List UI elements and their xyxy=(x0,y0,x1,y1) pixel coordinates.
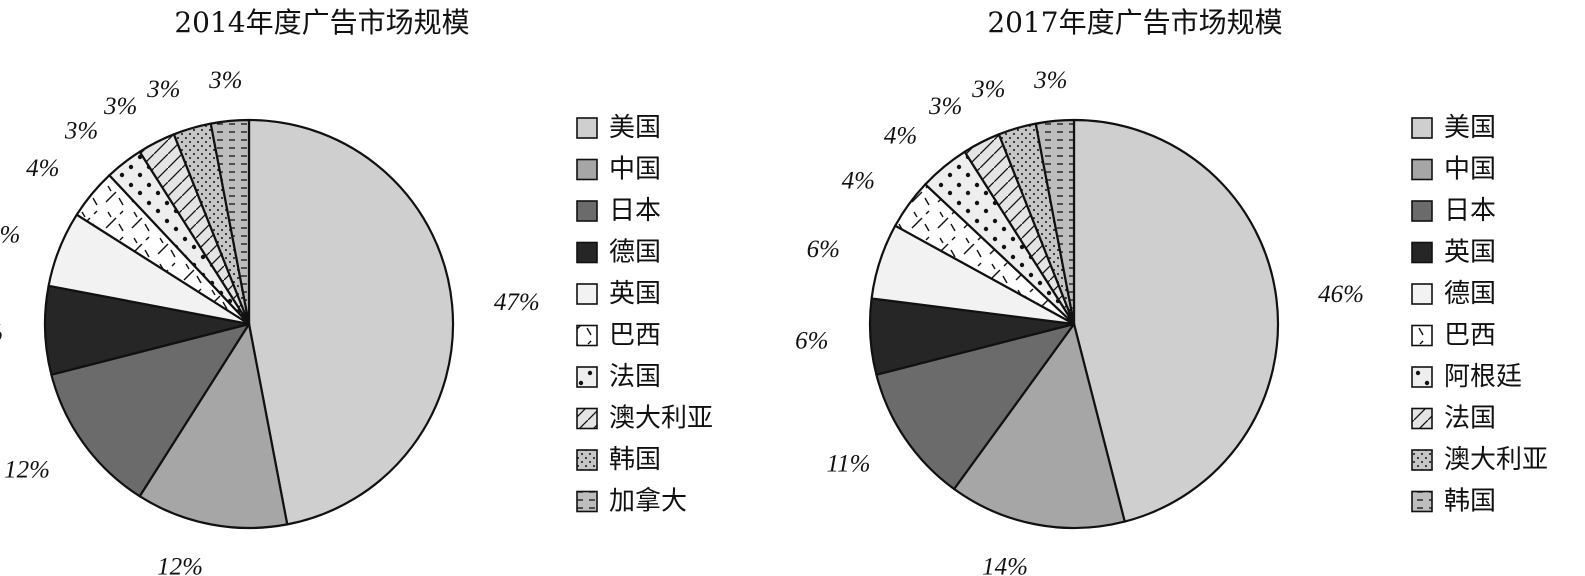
legend-label: 美国 xyxy=(1444,113,1496,143)
slice-label: 3% xyxy=(103,93,137,120)
legend-swatch xyxy=(1411,407,1433,430)
legend-swatch xyxy=(1411,283,1433,305)
legend-swatch xyxy=(576,200,598,222)
slice-label: 46% xyxy=(1318,281,1364,308)
legend-label: 韩国 xyxy=(1444,487,1496,517)
legend-item: 韩国 xyxy=(576,445,661,475)
legend-swatch xyxy=(1411,117,1433,139)
legend-swatch xyxy=(1411,200,1433,222)
legend-swatch xyxy=(576,490,598,513)
legend-label: 阿根廷 xyxy=(1444,362,1522,392)
legend-label: 澳大利亚 xyxy=(1444,445,1548,475)
pie-slice-美国 xyxy=(1072,118,1280,523)
slice-label: 3% xyxy=(971,76,1005,103)
pie-slice-美国 xyxy=(247,118,455,526)
legend-swatch xyxy=(576,449,598,471)
pie-slice-中国 xyxy=(138,322,289,530)
legend-label: 德国 xyxy=(609,238,661,268)
legend-label: 德国 xyxy=(1444,279,1496,309)
pie-chart-2: 2017年度广告市场规模 46% 美国 14% 中国 11% 日本 6% 英国 6% 德国 4% 巴西 4… xyxy=(795,6,1548,576)
legend-swatch xyxy=(576,366,598,388)
slice-label: 4% xyxy=(26,155,59,182)
legend-swatch xyxy=(1411,241,1433,264)
slice-label: 3% xyxy=(64,118,98,145)
legend-swatch xyxy=(576,241,598,264)
pie-slice-日本 xyxy=(875,322,1076,491)
legend-label: 法国 xyxy=(609,362,661,392)
slice-label: 6% xyxy=(807,236,840,263)
legend-item: 英国 xyxy=(1411,238,1496,268)
pie-slice-加拿大 xyxy=(209,118,251,326)
slice-label: 14% xyxy=(982,554,1028,576)
legend-swatch xyxy=(576,158,598,181)
legend-item: 加拿大 xyxy=(576,487,687,517)
legend-label: 中国 xyxy=(609,155,661,185)
legend-swatch xyxy=(1411,366,1433,388)
legend-swatch xyxy=(576,283,598,305)
pie-slice-日本 xyxy=(50,322,251,498)
legend-label: 巴西 xyxy=(1444,321,1496,351)
slice-label: 4% xyxy=(842,167,875,194)
legend-label: 加拿大 xyxy=(609,487,687,517)
legend-swatch xyxy=(576,407,598,430)
slice-label: 47% xyxy=(494,289,540,316)
legend-item: 德国 xyxy=(576,238,661,268)
legend-item: 中国 xyxy=(1411,155,1496,185)
pie-chart-1: 2014年度广告市场规模 47% 美国 12% 中国 12% 日本 7% 德国 6% 英国 4% 巴西 3… xyxy=(0,6,713,576)
legend-swatch xyxy=(576,324,598,347)
legend-item: 法国 xyxy=(1411,404,1496,434)
legend-label: 日本 xyxy=(1444,196,1496,226)
slice-label: 12% xyxy=(157,554,203,576)
legend-item: 美国 xyxy=(1411,113,1496,143)
pie-slice-韩国 xyxy=(1034,118,1076,326)
legend-swatch xyxy=(1411,490,1433,513)
legend-label: 英国 xyxy=(1444,238,1496,268)
slice-label: 3% xyxy=(928,93,962,120)
chart-title: 2017年度广告市场规模 xyxy=(987,6,1282,39)
slice-label: 6% xyxy=(0,221,20,248)
slice-label: 4% xyxy=(884,123,917,150)
legend-item: 美国 xyxy=(576,113,661,143)
legend-item: 日本 xyxy=(1411,196,1496,226)
legend-label: 巴西 xyxy=(609,321,661,351)
legend-swatch xyxy=(1411,324,1433,347)
chart-title: 2014年度广告市场规模 xyxy=(174,6,469,39)
legend-item: 巴西 xyxy=(576,321,661,351)
legend-item: 英国 xyxy=(576,279,661,309)
legend-swatch xyxy=(576,117,598,139)
legend-label: 法国 xyxy=(1444,404,1496,434)
legend-item: 澳大利亚 xyxy=(576,404,713,434)
legend-label: 中国 xyxy=(1444,155,1496,185)
legend-item: 澳大利亚 xyxy=(1411,445,1548,475)
legend-label: 美国 xyxy=(609,113,661,143)
slice-label: 3% xyxy=(208,67,242,94)
legend-item: 巴西 xyxy=(1411,321,1496,351)
pie-slice-中国 xyxy=(952,322,1126,530)
legend-item: 德国 xyxy=(1411,279,1496,309)
slice-label: 12% xyxy=(4,457,50,484)
legend-label: 韩国 xyxy=(609,445,661,475)
legend-item: 韩国 xyxy=(1411,487,1496,517)
slice-label: 7% xyxy=(0,320,3,347)
legend-label: 澳大利亚 xyxy=(609,404,713,434)
legend-item: 中国 xyxy=(576,155,661,185)
legend-item: 日本 xyxy=(576,196,661,226)
slice-label: 3% xyxy=(1033,67,1067,94)
legend-swatch xyxy=(1411,449,1433,471)
legend-label: 日本 xyxy=(609,196,661,226)
slice-label: 6% xyxy=(795,327,828,354)
legend-swatch xyxy=(1411,158,1433,181)
legend-item: 法国 xyxy=(576,362,661,392)
slice-label: 11% xyxy=(827,450,871,477)
slice-label: 3% xyxy=(146,76,180,103)
legend-item: 阿根廷 xyxy=(1411,362,1522,392)
legend-label: 英国 xyxy=(609,279,661,309)
